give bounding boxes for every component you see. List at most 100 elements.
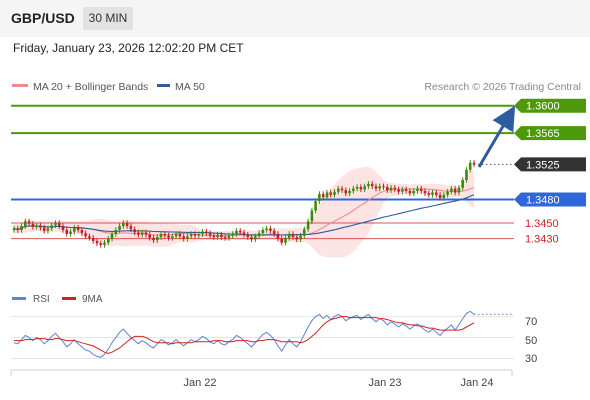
candle [156, 234, 159, 243]
candle [216, 232, 219, 240]
candle-body [412, 191, 415, 194]
candle-body [427, 193, 431, 195]
candle [88, 233, 91, 241]
candle-body [465, 169, 468, 180]
candle-body [393, 187, 397, 190]
candle [325, 189, 329, 200]
candle [419, 185, 423, 194]
candle [389, 185, 393, 193]
candle [91, 235, 95, 244]
candle [227, 232, 231, 241]
candle [159, 231, 163, 240]
candle [178, 231, 182, 240]
candle-body [468, 162, 472, 170]
candle [27, 218, 31, 227]
candle-body [212, 235, 216, 238]
candle [416, 185, 419, 194]
candle [265, 225, 268, 233]
rsi-line [13, 310, 475, 358]
candle [465, 167, 468, 183]
candle-body [291, 234, 295, 238]
ma50-legend-label: MA 50 [175, 81, 205, 93]
level-support-5-label: 1.3430 [525, 234, 559, 246]
candle-body [397, 189, 400, 192]
ma50-legend-swatch [157, 84, 170, 87]
candle-body [378, 186, 381, 189]
candle-body [238, 230, 242, 233]
candle-body [472, 162, 476, 165]
candle-body [167, 235, 170, 238]
candle [103, 239, 106, 248]
candle [118, 223, 121, 233]
candle [110, 231, 114, 242]
candle [423, 188, 427, 197]
candle-body [156, 237, 159, 241]
candle-body [80, 230, 84, 234]
candle [397, 186, 400, 195]
candle [46, 225, 50, 234]
candle [306, 218, 310, 233]
timeframe-selector[interactable]: 30 MIN [83, 7, 133, 30]
candle [73, 224, 76, 235]
level-support-4-label: 1.3450 [525, 218, 559, 230]
candle-body [284, 237, 287, 243]
candle-body [310, 210, 314, 222]
candle-body [370, 183, 374, 187]
candle-body [438, 194, 442, 198]
candle [129, 223, 133, 233]
candle [69, 228, 72, 237]
candle-body [88, 236, 91, 238]
candle-body [57, 223, 61, 227]
candle [355, 184, 359, 192]
candle-body [348, 191, 351, 194]
candle-body [27, 221, 31, 224]
candle [461, 177, 464, 191]
candle [189, 231, 193, 240]
candle-body [325, 192, 329, 198]
candle [212, 232, 216, 240]
candle [374, 183, 378, 192]
candle-body [99, 243, 102, 245]
candle-body [205, 231, 208, 234]
candle [272, 228, 276, 237]
candle-body [314, 201, 317, 211]
level-current-2-label: 1.3525 [526, 159, 560, 171]
candle-body [12, 228, 16, 231]
rsi-tick-30: 30 [525, 353, 537, 365]
candle-body [39, 225, 42, 228]
candle [174, 231, 178, 240]
candle-body [446, 191, 449, 195]
candle [408, 188, 412, 197]
candle [76, 224, 80, 233]
bollinger-band-fill [14, 166, 474, 258]
candle [359, 184, 363, 193]
candle-body [254, 236, 257, 240]
x-tick-jan22: Jan 22 [183, 377, 216, 389]
candle [242, 229, 246, 238]
candle-body [344, 190, 348, 194]
candle [39, 222, 42, 231]
candle [401, 186, 404, 195]
candle [223, 234, 227, 241]
candle [114, 227, 118, 237]
candle-body [280, 238, 283, 243]
candle [220, 232, 223, 240]
candle-body [306, 221, 310, 230]
candle-body [61, 226, 65, 230]
candle [291, 231, 295, 240]
candle [337, 185, 340, 195]
candle [16, 225, 20, 233]
candle [303, 226, 306, 239]
candle [182, 233, 185, 242]
candle-body [359, 187, 363, 190]
candle [31, 221, 35, 230]
candle [468, 160, 472, 173]
candle [95, 238, 99, 247]
candle-body [189, 234, 193, 237]
candle-body [91, 237, 95, 241]
candle-body [321, 194, 325, 198]
candle-body [367, 183, 370, 187]
candle-body [461, 180, 464, 188]
candle-body [340, 188, 344, 191]
